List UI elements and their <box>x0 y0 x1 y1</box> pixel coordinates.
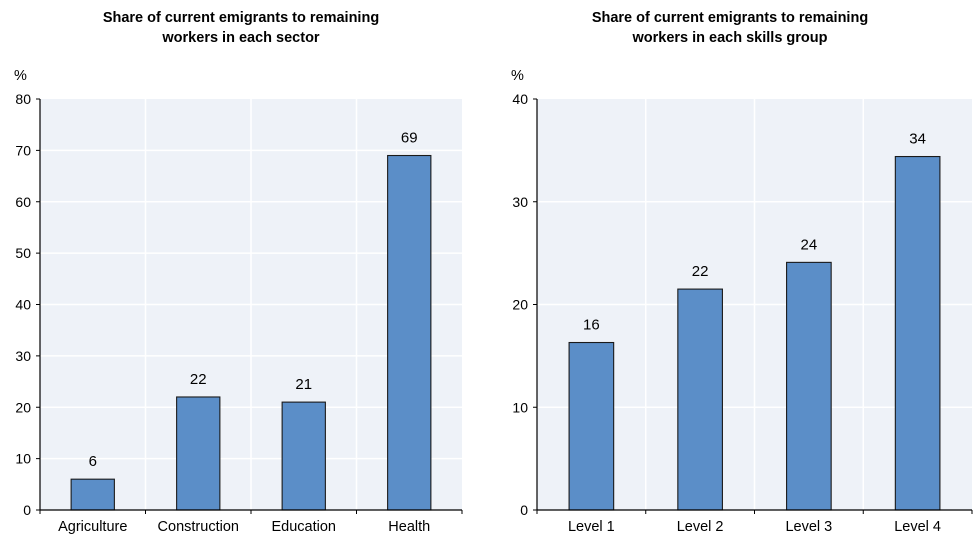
y-tick-label: 20 <box>512 297 528 313</box>
y-tick-label: 0 <box>520 502 528 518</box>
data-label: 24 <box>801 236 818 253</box>
y-tick-label: 30 <box>15 348 31 364</box>
data-label: 22 <box>190 371 207 388</box>
chart-title-line-2: workers in each sector <box>162 30 320 46</box>
chart-panel-1: 0 10 20 30 40 50 60 70 80 6 Agriculture 22 Construct… <box>14 68 463 535</box>
x-tick-label: Level 2 <box>677 519 724 535</box>
y-tick-label: 10 <box>15 451 31 467</box>
y-axis-label: % <box>14 68 27 84</box>
x-tick-label: Level 3 <box>785 519 832 535</box>
y-tick-label: 40 <box>512 91 528 107</box>
chart-title-line-1: Share of current emigrants to remaining <box>591 10 869 26</box>
y-tick-label: 10 <box>512 399 528 415</box>
data-label: 16 <box>583 317 600 334</box>
y-tick-label: 0 <box>23 502 31 518</box>
chart-title-line-2: workers in each skills group <box>632 30 828 46</box>
x-tick-label: Construction <box>158 519 239 535</box>
y-tick-label: 80 <box>15 91 31 107</box>
y-tick-label: 20 <box>15 399 31 415</box>
bar-level-1 <box>568 341 615 511</box>
data-label: 6 <box>89 453 97 470</box>
x-tick-label: Agriculture <box>58 519 127 535</box>
bar-agriculture <box>70 478 115 511</box>
y-tick-label: 30 <box>512 194 528 210</box>
data-label: 21 <box>295 376 312 393</box>
x-tick-label: Level 4 <box>894 519 941 535</box>
y-tick-label: 40 <box>15 297 31 313</box>
data-label: 34 <box>909 131 926 148</box>
bar-education <box>281 401 326 511</box>
bar-health <box>387 154 432 511</box>
chart-panel-2: 0 10 20 30 40 16 Level 1 22 Level 2 24 Level 3 34 Le… <box>511 68 973 535</box>
chart-title-sector: Share of current emigrants to remaining … <box>6 8 476 48</box>
bar-construction <box>176 396 221 511</box>
data-label: 69 <box>401 130 418 147</box>
y-tick-label: 70 <box>15 142 31 158</box>
bar-level-3 <box>786 261 832 511</box>
y-tick-label: 60 <box>15 194 31 210</box>
bar-level-2 <box>677 288 723 511</box>
bar-level-4 <box>894 155 941 511</box>
chart-title-line-1: Share of current emigrants to remaining <box>102 10 380 26</box>
y-axis-label: % <box>511 68 524 84</box>
y-tick-label: 50 <box>15 245 31 261</box>
x-tick-label: Education <box>272 519 337 535</box>
x-tick-label: Level 1 <box>568 519 615 535</box>
x-tick-label: Health <box>388 519 430 535</box>
chart-title-skills: Share of current emigrants to remaining … <box>495 8 965 48</box>
data-label: 22 <box>692 263 709 280</box>
